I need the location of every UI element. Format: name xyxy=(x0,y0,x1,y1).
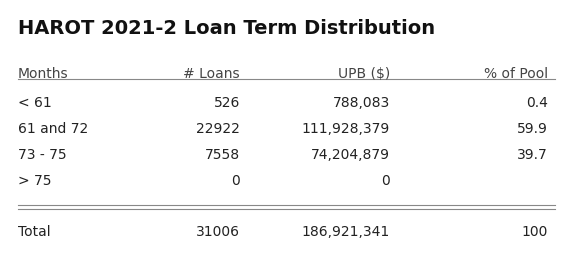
Text: 74,204,879: 74,204,879 xyxy=(311,148,390,162)
Text: > 75: > 75 xyxy=(18,174,51,188)
Text: < 61: < 61 xyxy=(18,96,52,110)
Text: UPB ($): UPB ($) xyxy=(338,67,390,81)
Text: 100: 100 xyxy=(522,225,548,239)
Text: # Loans: # Loans xyxy=(184,67,240,81)
Text: 0: 0 xyxy=(381,174,390,188)
Text: Total: Total xyxy=(18,225,51,239)
Text: HAROT 2021-2 Loan Term Distribution: HAROT 2021-2 Loan Term Distribution xyxy=(18,19,435,38)
Text: 0: 0 xyxy=(231,174,240,188)
Text: 0.4: 0.4 xyxy=(526,96,548,110)
Text: 59.9: 59.9 xyxy=(517,122,548,136)
Text: % of Pool: % of Pool xyxy=(484,67,548,81)
Text: 61 and 72: 61 and 72 xyxy=(18,122,88,136)
Text: 22922: 22922 xyxy=(196,122,240,136)
Text: 39.7: 39.7 xyxy=(517,148,548,162)
Text: 186,921,341: 186,921,341 xyxy=(302,225,390,239)
Text: 7558: 7558 xyxy=(205,148,240,162)
Text: 31006: 31006 xyxy=(196,225,240,239)
Text: 111,928,379: 111,928,379 xyxy=(302,122,390,136)
Text: 73 - 75: 73 - 75 xyxy=(18,148,67,162)
Text: 526: 526 xyxy=(214,96,240,110)
Text: Months: Months xyxy=(18,67,68,81)
Text: 788,083: 788,083 xyxy=(333,96,390,110)
